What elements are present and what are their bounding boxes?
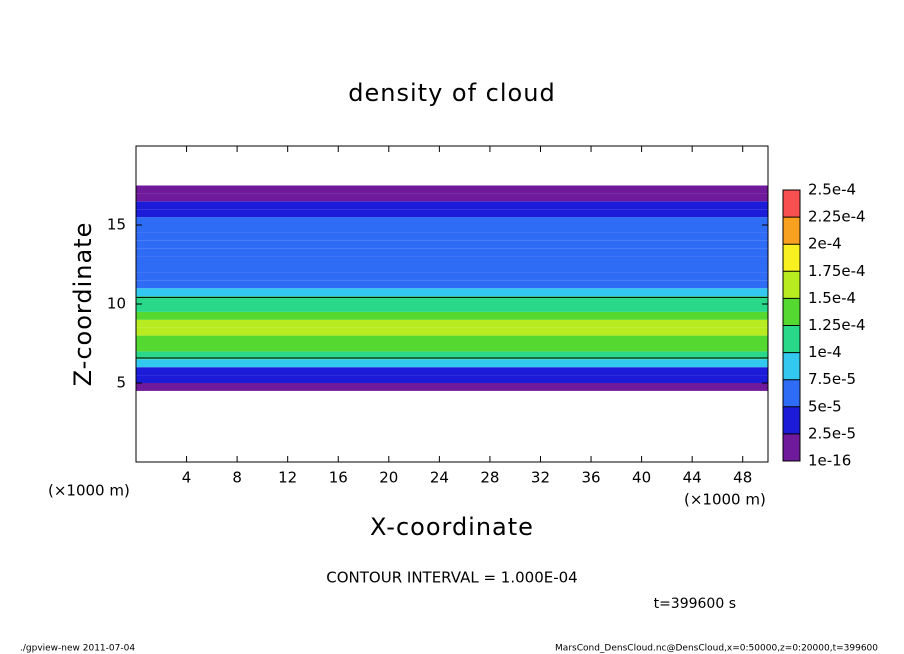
colorbar-swatch xyxy=(783,325,800,353)
colorbar-swatch xyxy=(783,298,800,326)
density-band xyxy=(136,185,768,194)
density-band xyxy=(136,248,768,257)
density-band xyxy=(136,304,768,312)
colorbar-label: 1.5e-4 xyxy=(808,289,856,307)
x-tick-label: 36 xyxy=(581,469,600,487)
x-tick-label: 28 xyxy=(480,469,499,487)
time-note: t=399600 s xyxy=(654,596,736,612)
density-band xyxy=(136,351,768,360)
density-band xyxy=(136,272,768,281)
density-band xyxy=(136,296,768,304)
density-band xyxy=(136,383,768,391)
density-band xyxy=(136,311,768,320)
density-band xyxy=(136,359,768,368)
x-unit: (×1000 m) xyxy=(684,491,766,509)
chart-title: density of cloud xyxy=(348,79,555,107)
colorbar-swatch xyxy=(783,406,800,434)
density-band xyxy=(136,288,768,297)
density-band xyxy=(136,193,768,202)
colorbar-label: 1.75e-4 xyxy=(808,262,866,280)
x-tick-label: 16 xyxy=(329,469,348,487)
density-band xyxy=(136,217,768,225)
colorbar-label: 1.25e-4 xyxy=(808,316,866,334)
x-tick-label: 20 xyxy=(379,469,398,487)
y-unit: (×1000 m) xyxy=(48,482,130,500)
density-band xyxy=(136,201,768,210)
density-band xyxy=(136,375,768,383)
x-tick-label: 40 xyxy=(632,469,651,487)
y-tick-label: 10 xyxy=(107,295,126,313)
colorbar-label: 5e-5 xyxy=(808,397,842,415)
density-band xyxy=(136,319,768,328)
density-band xyxy=(136,280,768,289)
density-band xyxy=(136,225,768,233)
colorbar-swatch xyxy=(783,217,800,245)
colorbar-label: 7.5e-5 xyxy=(808,370,856,388)
colorbar-label: 2.5e-4 xyxy=(808,181,856,199)
x-tick-label: 12 xyxy=(278,469,297,487)
contour-note: CONTOUR INTERVAL = 1.000E-04 xyxy=(326,569,577,587)
density-band xyxy=(136,335,768,344)
x-tick-label: 48 xyxy=(733,469,752,487)
density-band xyxy=(136,327,768,336)
density-band xyxy=(136,240,768,249)
x-tick-label: 24 xyxy=(430,469,449,487)
colorbar-swatch xyxy=(783,433,800,461)
density-band xyxy=(136,232,768,241)
y-tick-label: 15 xyxy=(107,216,126,234)
colorbar-swatch xyxy=(783,379,800,407)
density-band xyxy=(136,343,768,352)
x-tick-label: 4 xyxy=(182,469,192,487)
colorbar-swatch xyxy=(783,244,800,272)
x-tick-label: 44 xyxy=(683,469,702,487)
footer-left: ./gpview-new 2011-07-04 xyxy=(20,644,135,654)
colorbar-swatch xyxy=(783,190,800,218)
footer-right: MarsCond_DensCloud.nc@DensCloud,x=0:5000… xyxy=(555,644,878,654)
y-axis-label: Z-coordinate xyxy=(69,222,97,387)
x-tick-label: 8 xyxy=(232,469,242,487)
colorbar-swatch xyxy=(783,271,800,299)
density-band xyxy=(136,264,768,273)
colorbar-label: 1e-16 xyxy=(808,452,851,470)
x-tick-label: 32 xyxy=(531,469,550,487)
y-tick-label: 5 xyxy=(116,374,126,392)
colorbar-label: 2.5e-5 xyxy=(808,424,856,442)
colorbar-swatch xyxy=(783,352,800,380)
x-axis-label: X-coordinate xyxy=(370,513,534,541)
colorbar-label: 1e-4 xyxy=(808,343,842,361)
colorbar-label: 2.25e-4 xyxy=(808,208,866,226)
density-band xyxy=(136,209,768,218)
density-band xyxy=(136,367,768,376)
colorbar-label: 2e-4 xyxy=(808,235,842,253)
density-band xyxy=(136,256,768,265)
